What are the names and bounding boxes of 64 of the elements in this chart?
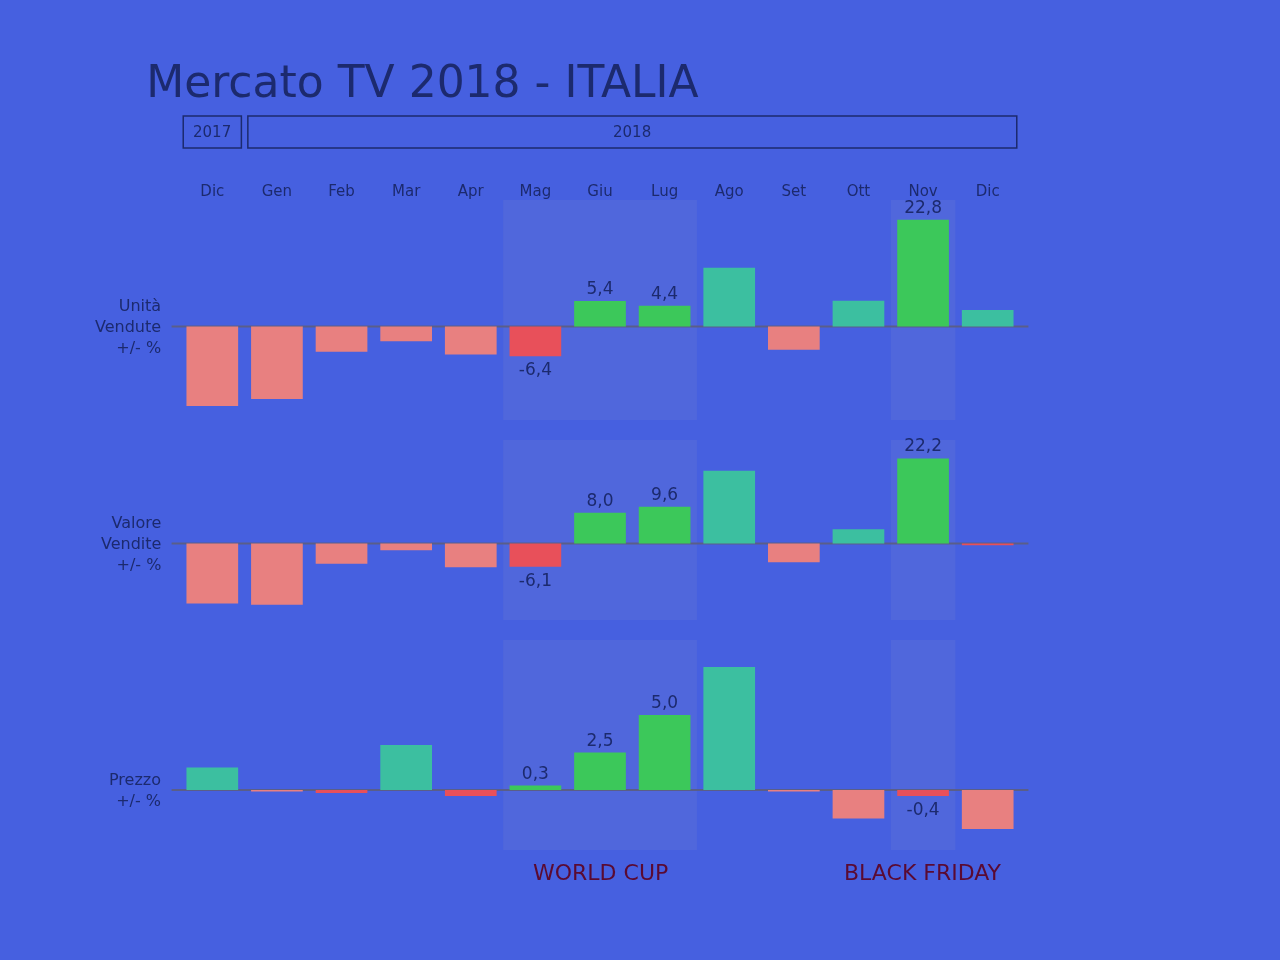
x-tick-label: Apr xyxy=(457,182,485,200)
y-axis-title: Prezzo +/- % xyxy=(109,770,162,810)
bar xyxy=(638,715,691,790)
bar xyxy=(897,790,949,796)
x-tick-label: Mar xyxy=(391,182,422,200)
y-axis-title: Unità Vendute +/- % xyxy=(95,296,162,357)
bar xyxy=(574,752,626,790)
bar xyxy=(832,529,885,544)
bar xyxy=(251,326,303,399)
bar xyxy=(315,790,368,793)
bar xyxy=(186,326,239,406)
x-tick-label: Feb xyxy=(328,182,355,200)
bar xyxy=(509,326,562,357)
y-axis-title: Valore Vendite +/- % xyxy=(101,513,162,574)
data-label: -0,4 xyxy=(906,799,940,819)
bar xyxy=(768,326,820,350)
bar xyxy=(186,767,239,790)
chart-title: Mercato TV 2018 - ITALIA xyxy=(146,55,699,107)
data-label: 5,4 xyxy=(586,278,614,299)
bar xyxy=(832,790,885,819)
bar xyxy=(638,506,691,544)
bar xyxy=(703,667,756,790)
data-label: 9,6 xyxy=(651,483,679,504)
bar xyxy=(574,301,626,327)
bar xyxy=(703,470,756,544)
x-tick-label: Giu xyxy=(587,182,613,200)
data-label: 5,0 xyxy=(651,692,679,712)
bar xyxy=(380,745,432,790)
x-tick-label: Set xyxy=(781,182,807,200)
bar xyxy=(768,543,820,563)
data-label: 0,3 xyxy=(521,762,549,783)
bar xyxy=(444,326,497,355)
data-label: -6,4 xyxy=(518,359,552,380)
bar xyxy=(380,326,432,342)
bar xyxy=(444,790,497,796)
x-tick-label: Mag xyxy=(519,182,552,200)
bar xyxy=(703,267,756,327)
bar xyxy=(832,300,885,327)
x-tick-label: Lug xyxy=(651,182,679,200)
x-tick-label: Ago xyxy=(714,182,744,200)
text: 2018 xyxy=(613,123,652,141)
x-tick-label: Ott xyxy=(846,182,871,200)
x-tick-label: Gen xyxy=(261,182,293,200)
bar xyxy=(509,543,562,567)
data-label: 22,2 xyxy=(904,435,942,456)
bar xyxy=(638,305,691,327)
bar xyxy=(251,543,303,605)
band-label: WORLD CUP xyxy=(533,860,669,885)
bar xyxy=(961,790,1014,829)
bar xyxy=(315,543,368,564)
bar xyxy=(961,310,1014,327)
x-tick-label: Dic xyxy=(975,182,1000,200)
data-label: 8,0 xyxy=(586,489,614,510)
bar xyxy=(444,543,497,568)
bar xyxy=(380,543,432,551)
data-label: -6,1 xyxy=(518,569,552,590)
bar xyxy=(315,326,368,352)
data-label: 2,5 xyxy=(586,729,614,750)
bar xyxy=(186,543,239,604)
band-label: BLACK FRIDAY xyxy=(844,860,1002,885)
bar xyxy=(574,512,626,544)
text: 2017 xyxy=(193,123,232,141)
x-tick-label: Dic xyxy=(200,182,225,200)
data-label: 4,4 xyxy=(651,282,679,303)
